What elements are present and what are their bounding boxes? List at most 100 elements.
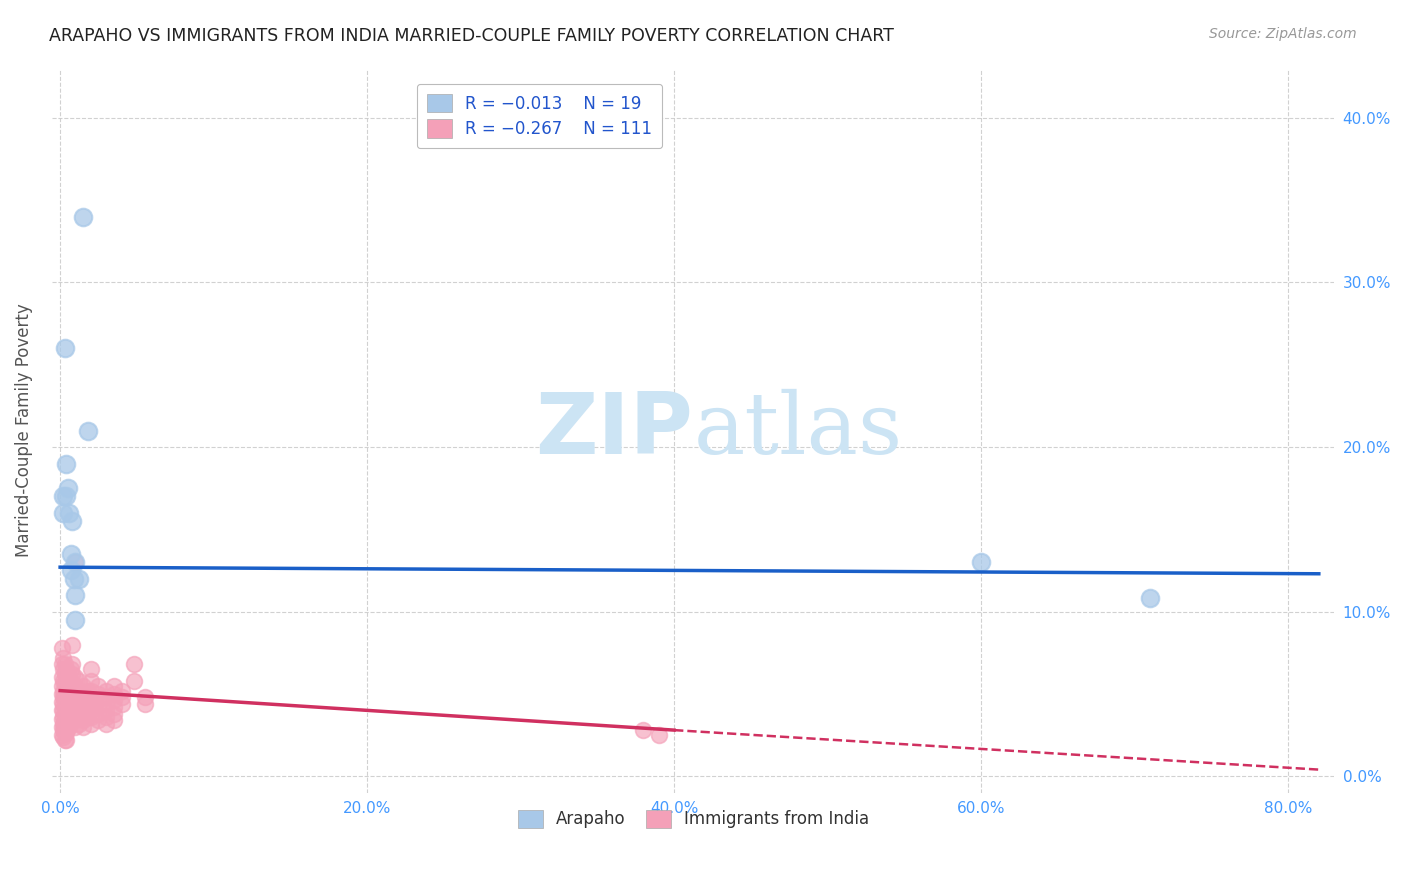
Point xyxy=(53,677,76,691)
Point xyxy=(87,679,110,693)
Point xyxy=(53,733,76,747)
Point xyxy=(59,703,82,717)
Point xyxy=(65,588,87,602)
Point xyxy=(59,547,82,561)
Point xyxy=(56,687,79,701)
Point xyxy=(59,710,82,724)
Point xyxy=(51,679,73,693)
Point xyxy=(55,700,77,714)
Point xyxy=(59,697,82,711)
Point xyxy=(72,210,94,224)
Point xyxy=(80,710,103,724)
Point xyxy=(59,683,82,698)
Point xyxy=(103,687,125,701)
Point xyxy=(52,710,75,724)
Point xyxy=(51,720,73,734)
Point xyxy=(52,716,75,731)
Point xyxy=(52,697,75,711)
Point xyxy=(56,673,79,688)
Point xyxy=(87,700,110,714)
Point xyxy=(72,679,94,693)
Point xyxy=(633,723,655,738)
Point xyxy=(72,687,94,701)
Point xyxy=(53,687,76,701)
Point xyxy=(87,713,110,727)
Point xyxy=(65,693,87,707)
Point xyxy=(53,657,76,672)
Point xyxy=(58,706,80,721)
Point xyxy=(80,703,103,717)
Point xyxy=(72,693,94,707)
Y-axis label: Married-Couple Family Poverty: Married-Couple Family Poverty xyxy=(15,303,32,558)
Point xyxy=(55,726,77,740)
Point xyxy=(52,662,75,676)
Point xyxy=(67,716,90,731)
Point xyxy=(55,662,77,676)
Point xyxy=(103,713,125,727)
Point xyxy=(72,720,94,734)
Point xyxy=(76,697,98,711)
Point xyxy=(648,728,671,742)
Point xyxy=(76,424,98,438)
Point xyxy=(58,687,80,701)
Point xyxy=(67,683,90,698)
Point xyxy=(76,683,98,698)
Point xyxy=(52,673,75,688)
Point xyxy=(53,693,76,707)
Point xyxy=(103,700,125,714)
Point xyxy=(56,693,79,707)
Point xyxy=(96,683,118,698)
Point xyxy=(56,681,79,695)
Point xyxy=(110,690,132,705)
Point xyxy=(80,697,103,711)
Point xyxy=(56,481,79,495)
Point xyxy=(76,703,98,717)
Point xyxy=(52,723,75,738)
Point xyxy=(52,683,75,698)
Point xyxy=(60,638,83,652)
Point xyxy=(65,700,87,714)
Point xyxy=(55,457,77,471)
Point xyxy=(63,572,86,586)
Point xyxy=(59,564,82,578)
Point xyxy=(51,703,73,717)
Point xyxy=(76,690,98,705)
Point xyxy=(110,697,132,711)
Text: atlas: atlas xyxy=(693,389,903,472)
Point xyxy=(58,506,80,520)
Point xyxy=(51,640,73,655)
Point xyxy=(52,650,75,665)
Point xyxy=(55,733,77,747)
Point xyxy=(53,720,76,734)
Point xyxy=(60,695,83,709)
Point xyxy=(55,720,77,734)
Point xyxy=(103,706,125,721)
Point xyxy=(55,713,77,727)
Point xyxy=(53,713,76,727)
Point xyxy=(55,670,77,684)
Point xyxy=(53,726,76,740)
Point xyxy=(65,679,87,693)
Point xyxy=(55,490,77,504)
Point xyxy=(96,716,118,731)
Point xyxy=(59,662,82,676)
Point xyxy=(80,683,103,698)
Point xyxy=(67,690,90,705)
Point xyxy=(58,681,80,695)
Point xyxy=(58,693,80,707)
Point xyxy=(58,720,80,734)
Point xyxy=(96,697,118,711)
Point xyxy=(52,490,75,504)
Point xyxy=(51,728,73,742)
Text: Source: ZipAtlas.com: Source: ZipAtlas.com xyxy=(1209,27,1357,41)
Point xyxy=(103,679,125,693)
Point xyxy=(51,687,73,701)
Point xyxy=(110,683,132,698)
Text: ZIP: ZIP xyxy=(536,389,693,472)
Point xyxy=(60,667,83,681)
Point xyxy=(67,697,90,711)
Point xyxy=(122,657,145,672)
Point xyxy=(60,657,83,672)
Point xyxy=(103,693,125,707)
Point xyxy=(55,693,77,707)
